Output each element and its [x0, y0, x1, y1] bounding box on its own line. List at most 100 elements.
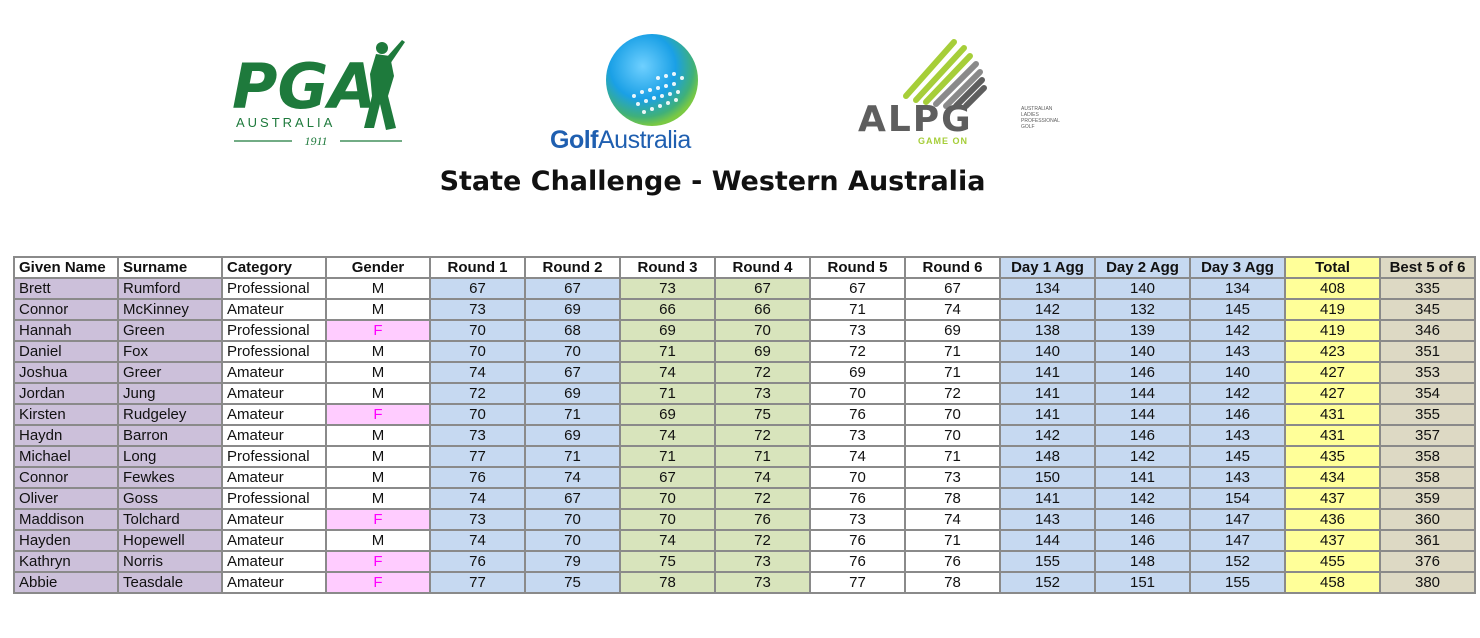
- category-cell: Professional: [221, 340, 327, 363]
- day-2-agg-cell: 151: [1094, 571, 1191, 594]
- round-1-cell: 77: [429, 571, 526, 594]
- round-3-cell: 74: [619, 529, 716, 552]
- round-3-cell: 71: [619, 445, 716, 468]
- round-4-cell: 67: [714, 277, 811, 300]
- day-3-agg-cell: 142: [1189, 382, 1286, 405]
- alpg-tagline: GAME ON: [918, 136, 968, 146]
- given-name-cell: Abbie: [13, 571, 119, 594]
- round-6-cell: 72: [904, 382, 1001, 405]
- surname-cell: Rumford: [117, 277, 223, 300]
- table-row: Oliver Goss Professional M 74 67 70 72 76 78 141 14…: [13, 487, 1476, 510]
- total-cell: 419: [1284, 298, 1381, 321]
- header-total: Total: [1284, 256, 1381, 279]
- round-4-cell: 72: [714, 361, 811, 384]
- round-2-cell: 67: [524, 487, 621, 510]
- header-category: Category: [221, 256, 327, 279]
- gender-cell: M: [325, 529, 431, 552]
- given-name-cell: Oliver: [13, 487, 119, 510]
- day-2-agg-cell: 144: [1094, 403, 1191, 426]
- alpg-wordmark: ALPG: [858, 99, 973, 140]
- round-6-cell: 74: [904, 298, 1001, 321]
- round-6-cell: 78: [904, 487, 1001, 510]
- day-3-agg-cell: 143: [1189, 466, 1286, 489]
- round-6-cell: 69: [904, 319, 1001, 342]
- round-3-cell: 75: [619, 550, 716, 573]
- header-day-1-agg: Day 1 Agg: [999, 256, 1096, 279]
- gender-cell: F: [325, 403, 431, 426]
- header-round-3: Round 3: [619, 256, 716, 279]
- surname-cell: Tolchard: [117, 508, 223, 531]
- round-4-cell: 73: [714, 550, 811, 573]
- round-6-cell: 71: [904, 340, 1001, 363]
- best-5-of-6-cell: 335: [1379, 277, 1476, 300]
- day-1-agg-cell: 138: [999, 319, 1096, 342]
- round-4-cell: 73: [714, 382, 811, 405]
- surname-cell: Fewkes: [117, 466, 223, 489]
- category-cell: Professional: [221, 319, 327, 342]
- table-row: Daniel Fox Professional M 70 70 71 69 72 71 140 140…: [13, 340, 1476, 363]
- category-cell: Amateur: [221, 382, 327, 405]
- best-5-of-6-cell: 357: [1379, 424, 1476, 447]
- table-body: Brett Rumford Professional M 67 67 73 67 67 67 134…: [13, 277, 1476, 594]
- total-cell: 437: [1284, 529, 1381, 552]
- svg-text:GolfAustralia: GolfAustralia: [550, 126, 691, 154]
- total-cell: 455: [1284, 550, 1381, 573]
- header-given-name: Given Name: [13, 256, 119, 279]
- round-3-cell: 74: [619, 424, 716, 447]
- round-6-cell: 73: [904, 466, 1001, 489]
- ga-word-australia: Australia: [598, 126, 691, 154]
- header-round-6: Round 6: [904, 256, 1001, 279]
- round-2-cell: 69: [524, 424, 621, 447]
- given-name-cell: Michael: [13, 445, 119, 468]
- round-2-cell: 71: [524, 445, 621, 468]
- day-2-agg-cell: 144: [1094, 382, 1191, 405]
- header-best-5-of-6: Best 5 of 6: [1379, 256, 1476, 279]
- total-cell: 423: [1284, 340, 1381, 363]
- total-cell: 427: [1284, 361, 1381, 384]
- round-3-cell: 67: [619, 466, 716, 489]
- surname-cell: Jung: [117, 382, 223, 405]
- round-5-cell: 74: [809, 445, 906, 468]
- day-2-agg-cell: 146: [1094, 529, 1191, 552]
- table-row: Connor McKinney Amateur M 73 69 66 66 71 74 142 132…: [13, 298, 1476, 321]
- category-cell: Amateur: [221, 508, 327, 531]
- round-4-cell: 69: [714, 340, 811, 363]
- best-5-of-6-cell: 353: [1379, 361, 1476, 384]
- round-4-cell: 71: [714, 445, 811, 468]
- round-3-cell: 73: [619, 277, 716, 300]
- round-5-cell: 70: [809, 466, 906, 489]
- round-6-cell: 71: [904, 361, 1001, 384]
- category-cell: Amateur: [221, 361, 327, 384]
- category-cell: Amateur: [221, 403, 327, 426]
- day-3-agg-cell: 145: [1189, 445, 1286, 468]
- day-3-agg-cell: 154: [1189, 487, 1286, 510]
- day-1-agg-cell: 142: [999, 424, 1096, 447]
- day-3-agg-cell: 147: [1189, 529, 1286, 552]
- header-round-1: Round 1: [429, 256, 526, 279]
- ga-word-golf: Golf: [550, 126, 599, 154]
- best-5-of-6-cell: 358: [1379, 466, 1476, 489]
- best-5-of-6-cell: 351: [1379, 340, 1476, 363]
- day-2-agg-cell: 139: [1094, 319, 1191, 342]
- round-5-cell: 73: [809, 424, 906, 447]
- category-cell: Professional: [221, 445, 327, 468]
- round-3-cell: 69: [619, 319, 716, 342]
- round-4-cell: 75: [714, 403, 811, 426]
- surname-cell: Barron: [117, 424, 223, 447]
- given-name-cell: Connor: [13, 466, 119, 489]
- given-name-cell: Kirsten: [13, 403, 119, 426]
- round-3-cell: 71: [619, 382, 716, 405]
- round-2-cell: 79: [524, 550, 621, 573]
- day-1-agg-cell: 148: [999, 445, 1096, 468]
- round-2-cell: 70: [524, 508, 621, 531]
- day-1-agg-cell: 143: [999, 508, 1096, 531]
- total-cell: 437: [1284, 487, 1381, 510]
- round-3-cell: 69: [619, 403, 716, 426]
- round-1-cell: 73: [429, 424, 526, 447]
- day-2-agg-cell: 132: [1094, 298, 1191, 321]
- round-1-cell: 70: [429, 319, 526, 342]
- category-cell: Amateur: [221, 298, 327, 321]
- header-day-2-agg: Day 2 Agg: [1094, 256, 1191, 279]
- gender-cell: F: [325, 571, 431, 594]
- round-1-cell: 72: [429, 382, 526, 405]
